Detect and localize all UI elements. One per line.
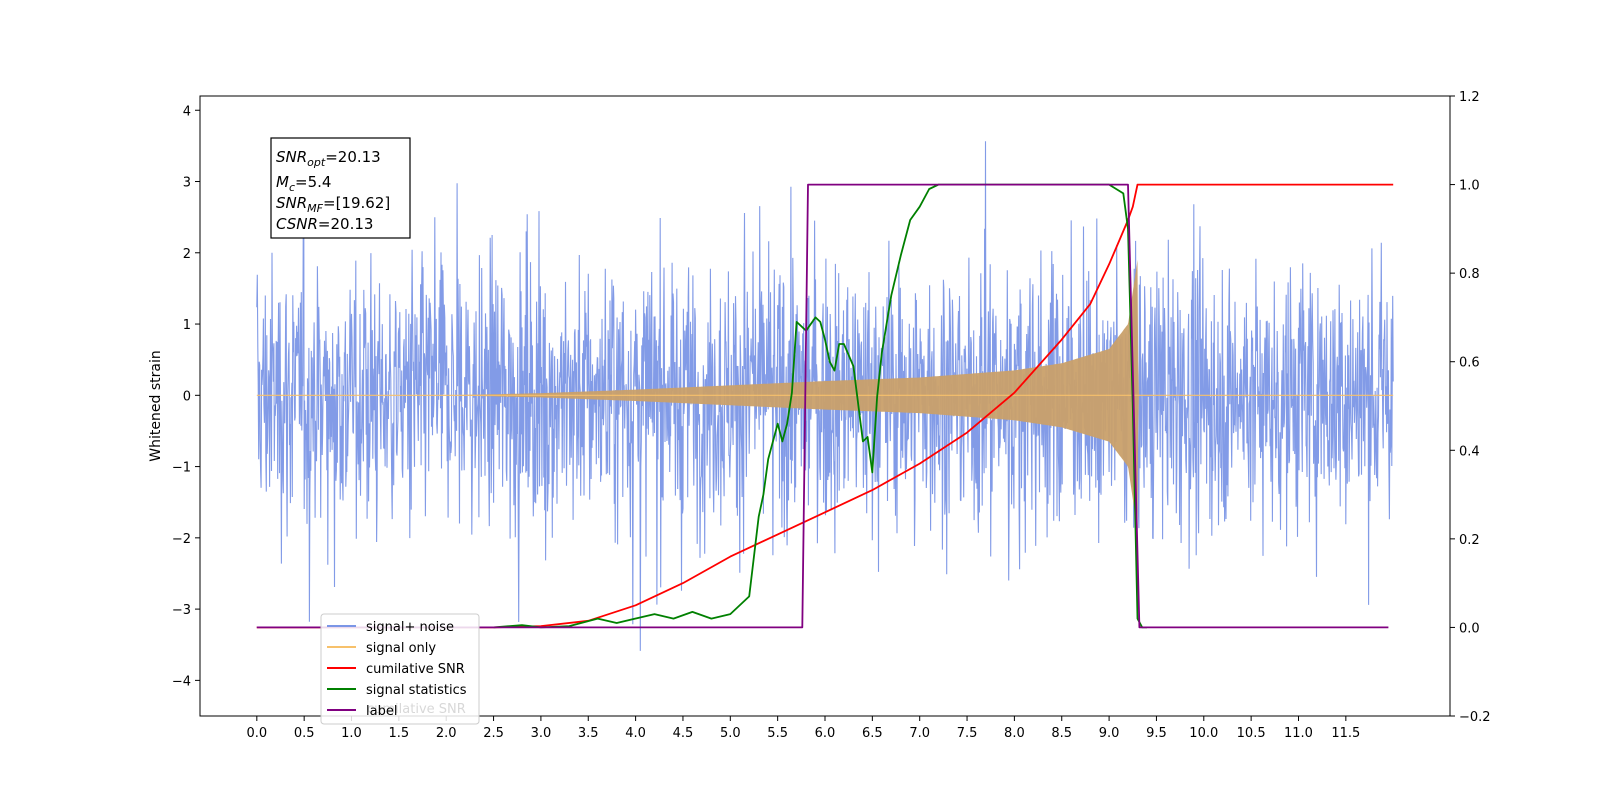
x-tick-label: 3.5 xyxy=(578,726,599,741)
x-tick-label: 2.0 xyxy=(436,726,457,741)
y-left-tick-label: 4 xyxy=(183,104,191,119)
y-right-tick-label: 1.2 xyxy=(1459,90,1480,105)
x-tick-label: 7.0 xyxy=(909,726,930,741)
annotation-mc: Mc=5.4 xyxy=(276,173,331,194)
y-left-tick-label: 2 xyxy=(183,247,191,262)
y-right-tick-label: −0.2 xyxy=(1459,710,1491,725)
x-tick-label: 5.5 xyxy=(767,726,788,741)
annotation-snr-opt: SNRopt=20.13 xyxy=(276,148,381,169)
x-tick-label: 4.5 xyxy=(673,726,694,741)
y-left-tick-label: −2 xyxy=(172,532,191,547)
x-tick-label: 5.0 xyxy=(720,726,741,741)
x-tick-label: 6.5 xyxy=(862,726,883,741)
x-tick-label: 1.5 xyxy=(389,726,410,741)
x-tick-label: 1.0 xyxy=(341,726,362,741)
legend-label: signal only xyxy=(366,641,436,656)
annotation-snr-mf: SNRMF=[19.62] xyxy=(276,194,390,215)
x-axis: 0.0 0.5 1.0 1.5 2.0 2.5 3.0 3.5 4.0 4.5 5.0 5.5 6.0 6… xyxy=(246,716,1360,741)
x-tick-label: 4.0 xyxy=(625,726,646,741)
x-tick-label: 11.5 xyxy=(1331,726,1360,741)
y-right-tick-label: 0.0 xyxy=(1459,621,1480,636)
y-axis-label: Whitened strain xyxy=(148,350,164,461)
y-left-tick-label: 1 xyxy=(183,318,191,333)
x-tick-label: 6.0 xyxy=(815,726,836,741)
legend-label: signal statistics xyxy=(366,683,467,698)
annotation-csnr: CSNR=20.13 xyxy=(276,215,373,233)
x-tick-label: 2.5 xyxy=(483,726,504,741)
x-tick-label: 7.5 xyxy=(957,726,978,741)
x-tick-label: 0.0 xyxy=(246,726,267,741)
x-tick-label: 10.0 xyxy=(1189,726,1218,741)
legend-label: cumilative SNR xyxy=(366,662,465,677)
y-right-tick-label: 1.0 xyxy=(1459,179,1480,194)
x-tick-label: 3.0 xyxy=(531,726,552,741)
x-tick-label: 9.5 xyxy=(1146,726,1167,741)
annotation-box: SNRopt=20.13 Mc=5.4 SNRMF=[19.62] CSNR=2… xyxy=(270,137,411,239)
x-tick-label: 0.5 xyxy=(294,726,315,741)
legend-label: signal+ noise xyxy=(366,620,454,635)
series-signal-noise-line xyxy=(256,141,1394,651)
series-layer xyxy=(256,141,1394,651)
y-left-tick-label: −3 xyxy=(172,603,191,618)
x-tick-label: 8.5 xyxy=(1051,726,1072,741)
y-axis-left: −4 −3 −2 −1 0 1 2 3 4 xyxy=(172,104,200,689)
x-tick-label: 10.5 xyxy=(1237,726,1266,741)
legend-ghost-text: cumilative SNR xyxy=(367,702,466,717)
series-cumulative-snr-line xyxy=(256,183,1394,629)
y-left-tick-label: −1 xyxy=(172,461,191,476)
y-left-tick-label: −4 xyxy=(172,674,191,689)
y-axis-right: −0.2 0.0 0.2 0.4 0.6 0.8 1.0 1.2 xyxy=(1450,90,1491,725)
legend: cumilative SNR signal+ noise signal only c… xyxy=(320,613,480,725)
series-label-line xyxy=(256,183,1389,629)
y-left-tick-label: 3 xyxy=(183,176,191,191)
y-right-tick-label: 0.4 xyxy=(1459,444,1480,459)
legend-label: label xyxy=(366,704,397,719)
y-right-tick-label: 0.6 xyxy=(1459,356,1480,371)
x-tick-label: 8.0 xyxy=(1004,726,1025,741)
y-left-tick-label: 0 xyxy=(183,389,191,404)
y-right-tick-label: 0.8 xyxy=(1459,267,1480,282)
y-right-tick-label: 0.2 xyxy=(1459,533,1480,548)
x-tick-label: 11.0 xyxy=(1284,726,1313,741)
x-tick-label: 9.0 xyxy=(1099,726,1120,741)
